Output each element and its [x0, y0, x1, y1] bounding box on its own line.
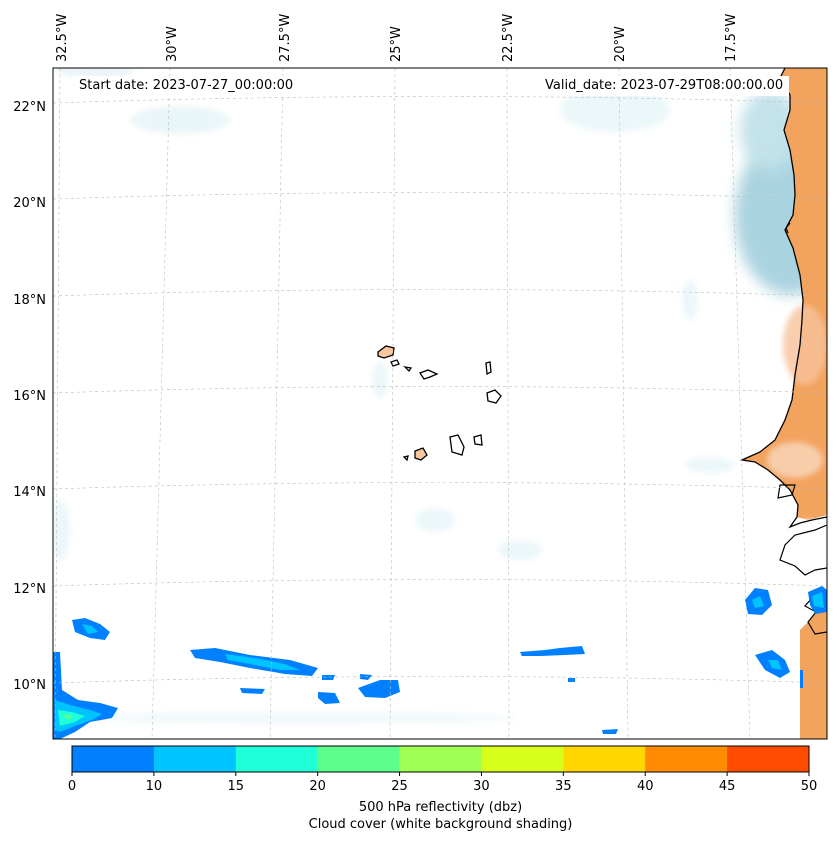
- cape-verde-islands: [377, 345, 502, 462]
- lon-label: 32.5°W: [55, 14, 70, 62]
- lat-label: 20°N: [13, 196, 46, 211]
- colorbar-sublabel: Cloud cover (white background shading): [308, 817, 573, 832]
- colorbar-tick-label: 0: [68, 779, 76, 794]
- colorbar-segment: [399, 746, 482, 772]
- lat-label: 22°N: [13, 100, 46, 115]
- colorbar-label: 500 hPa reflectivity (dbz): [358, 800, 523, 815]
- colorbar-tick-label: 30: [473, 779, 490, 794]
- colorbar-border: [71, 745, 810, 773]
- africa-coastline: [739, 68, 827, 529]
- lat-label: 14°N: [13, 485, 46, 500]
- colorbar-tick-label: 35: [555, 779, 572, 794]
- lon-label: 30°W: [165, 26, 180, 62]
- lon-label: 25°W: [389, 26, 404, 62]
- colorbar-segment: [727, 746, 810, 772]
- colorbar-tick-label: 25: [391, 779, 408, 794]
- colorbar-tick-label: 50: [801, 779, 818, 794]
- lat-label: 12°N: [13, 582, 46, 597]
- colorbar: 0 10 15 20 25 30 35 40 45 50: [68, 745, 818, 794]
- colorbar-segment: [235, 746, 319, 772]
- valid-date-label: Valid_date: 2023-07-29T08:00:00.00: [539, 76, 790, 96]
- colorbar-tick-label: 15: [228, 779, 245, 794]
- colorbar-tick-label: 45: [719, 779, 736, 794]
- map-area: [53, 68, 827, 739]
- colorbar-segment: [72, 746, 155, 772]
- map-border: [52, 67, 828, 740]
- lon-label: 17.5°W: [724, 14, 739, 62]
- colorbar-tick-label: 20: [309, 779, 326, 794]
- colorbar-tick-label: 10: [146, 779, 163, 794]
- latitude-labels: 22°N 20°N 18°N 16°N 14°N 12°N 10°N: [13, 100, 46, 693]
- lat-label: 18°N: [13, 293, 46, 308]
- lon-label: 27.5°W: [278, 14, 293, 62]
- colorbar-segment: [153, 746, 237, 772]
- colorbar-segment: [563, 746, 646, 772]
- colorbar-tick-label: 40: [637, 779, 654, 794]
- reflectivity-echoes: [53, 586, 827, 739]
- lat-label: 16°N: [13, 389, 46, 404]
- colorbar-segment: [317, 746, 401, 772]
- start-date-label: Start date: 2023-07-27_00:00:00: [73, 76, 300, 96]
- cloud-cover-shading: [53, 68, 735, 724]
- lon-label: 20°W: [613, 26, 628, 62]
- lat-label: 10°N: [13, 678, 46, 693]
- colorbar-segment: [481, 746, 564, 772]
- colorbar-segment: [645, 746, 728, 772]
- longitude-labels: 32.5°W 30°W 27.5°W 25°W 22.5°W 20°W 17.5…: [55, 14, 739, 62]
- graticule: [53, 68, 827, 739]
- africa-landmass: [742, 68, 827, 739]
- lon-label: 22.5°W: [501, 14, 516, 62]
- gambia-guinea-coastline: [779, 524, 827, 576]
